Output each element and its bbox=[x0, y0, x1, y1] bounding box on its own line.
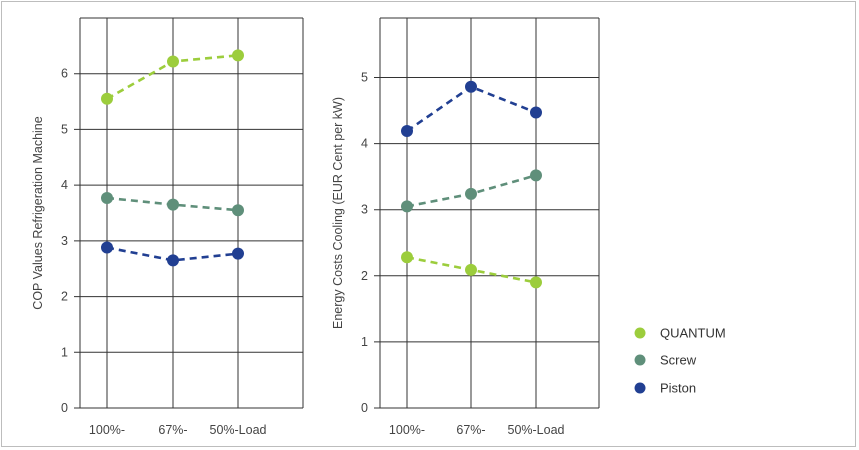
y-tick-label: 1 bbox=[361, 335, 368, 349]
legend-label-quantum: QUANTUM bbox=[660, 326, 726, 341]
legend-label-piston: Piston bbox=[660, 381, 696, 396]
y-tick-label: 4 bbox=[61, 178, 68, 192]
data-point-piston bbox=[465, 80, 477, 93]
y-tick-label: 0 bbox=[61, 401, 68, 415]
y-tick-label: 4 bbox=[361, 137, 368, 151]
y-tick-label: 5 bbox=[61, 122, 68, 136]
x-tick-label: 67%- bbox=[158, 423, 187, 437]
data-point-piston bbox=[101, 241, 113, 254]
data-point-piston bbox=[530, 106, 542, 119]
x-tick-label: 67%- bbox=[456, 423, 485, 437]
legend-marker-quantum bbox=[634, 327, 646, 339]
legend-marker-screw bbox=[634, 354, 646, 366]
x-tick-label: 50%-Load bbox=[210, 423, 267, 437]
data-point-quantum bbox=[232, 49, 244, 62]
data-point-quantum bbox=[101, 92, 113, 105]
y-tick-label: 6 bbox=[61, 67, 68, 81]
y-axis-title: Energy Costs Cooling (EUR Cent per kW) bbox=[331, 97, 345, 329]
series-line-piston bbox=[106, 246, 239, 262]
data-point-quantum bbox=[167, 55, 179, 68]
legend-label-screw: Screw bbox=[660, 353, 697, 368]
data-point-screw bbox=[167, 198, 179, 211]
data-point-piston bbox=[401, 125, 413, 138]
data-point-screw bbox=[232, 204, 244, 217]
data-point-screw bbox=[401, 200, 413, 213]
legend-marker-piston bbox=[634, 382, 646, 394]
data-point-screw bbox=[465, 187, 477, 200]
y-tick-label: 1 bbox=[61, 345, 68, 359]
data-point-screw bbox=[530, 169, 542, 182]
y-axis-title: COP Values Refrigeration Machine bbox=[31, 116, 45, 309]
data-point-piston bbox=[167, 254, 179, 267]
data-point-quantum bbox=[401, 251, 413, 264]
y-tick-label: 2 bbox=[61, 290, 68, 304]
y-tick-label: 3 bbox=[61, 234, 68, 248]
x-tick-label: 100%- bbox=[89, 423, 125, 437]
y-tick-label: 3 bbox=[361, 203, 368, 217]
data-point-quantum bbox=[465, 263, 477, 276]
y-tick-label: 5 bbox=[361, 70, 368, 84]
x-tick-label: 100%- bbox=[389, 423, 425, 437]
data-point-piston bbox=[232, 247, 244, 260]
data-point-screw bbox=[101, 191, 113, 204]
y-tick-label: 2 bbox=[361, 269, 368, 283]
x-tick-label: 50%-Load bbox=[508, 423, 565, 437]
y-tick-label: 0 bbox=[361, 401, 368, 415]
data-point-quantum bbox=[530, 276, 542, 289]
